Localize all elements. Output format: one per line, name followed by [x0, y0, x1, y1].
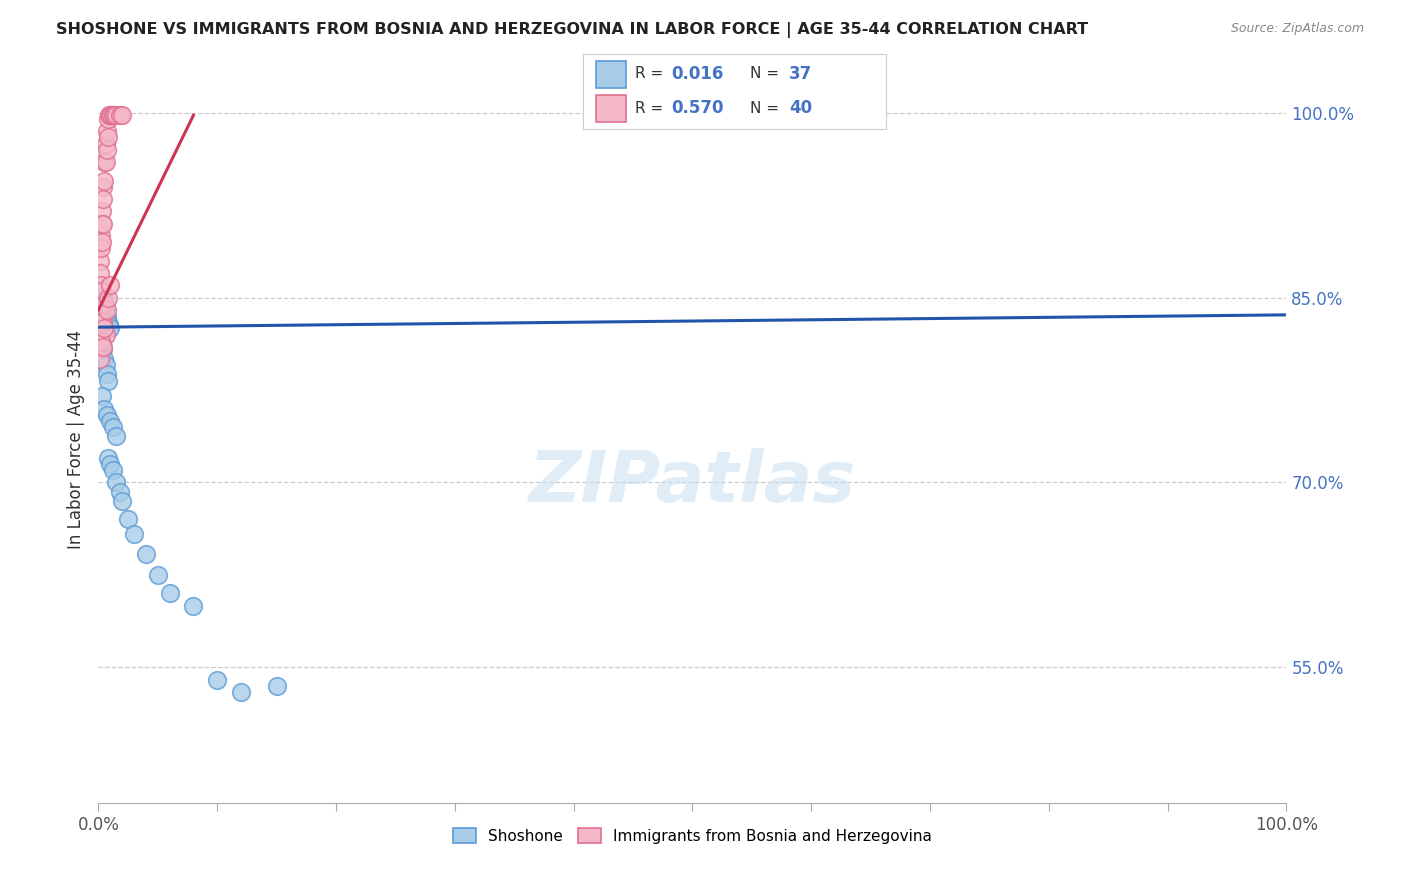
Text: R =: R = [636, 101, 668, 116]
Text: N =: N = [749, 67, 783, 81]
Point [94, 359, 117, 373]
Point [97, 450, 120, 465]
Point [105, 475, 128, 490]
Point [97, 375, 120, 389]
Text: N =: N = [749, 101, 783, 116]
Text: 40: 40 [789, 99, 813, 117]
Point [91, 315, 114, 329]
Point [91, 291, 114, 305]
Point [94, 301, 117, 315]
Point [89, 352, 111, 367]
Point [159, 586, 181, 600]
Point [94, 155, 117, 169]
Point [98, 414, 121, 428]
Point [91, 217, 114, 231]
Point [101, 108, 124, 122]
Point [96, 124, 118, 138]
Point [108, 485, 131, 500]
Point [93, 293, 115, 307]
Point [91, 315, 114, 329]
Point [96, 367, 118, 381]
Bar [596, 95, 626, 122]
Point [100, 108, 122, 122]
Point [91, 192, 114, 206]
Point [93, 352, 115, 367]
Point [91, 337, 114, 351]
Point [183, 599, 205, 613]
Text: Source: ZipAtlas.com: Source: ZipAtlas.com [1230, 22, 1364, 36]
Point [266, 679, 288, 693]
Point [91, 343, 114, 357]
Point [91, 305, 114, 319]
Point [93, 155, 115, 169]
Point [105, 428, 128, 442]
Text: 0.016: 0.016 [671, 65, 724, 83]
Point [90, 334, 112, 348]
Point [94, 136, 117, 151]
Text: ZIPatlas: ZIPatlas [529, 449, 856, 517]
Point [96, 302, 118, 317]
Point [98, 278, 121, 293]
Point [122, 527, 145, 541]
Text: SHOSHONE VS IMMIGRANTS FROM BOSNIA AND HERZEGOVINA IN LABOR FORCE | AGE 35-44 CO: SHOSHONE VS IMMIGRANTS FROM BOSNIA AND H… [56, 22, 1088, 38]
Point [90, 229, 112, 244]
Point [91, 217, 114, 231]
Point [97, 112, 120, 126]
Point [94, 327, 117, 342]
Point [96, 309, 118, 323]
Point [91, 389, 114, 403]
Point [91, 285, 114, 299]
Point [103, 108, 125, 122]
Point [93, 321, 115, 335]
Bar [596, 62, 626, 87]
Y-axis label: In Labor Force | Age 35-44: In Labor Force | Age 35-44 [66, 330, 84, 549]
Point [90, 241, 112, 255]
Point [98, 318, 121, 332]
Point [105, 108, 128, 122]
Point [97, 315, 120, 329]
Text: 0.570: 0.570 [671, 99, 724, 117]
Point [98, 108, 121, 122]
Point [91, 235, 114, 249]
Point [97, 291, 120, 305]
Point [91, 340, 114, 354]
Point [207, 673, 229, 687]
Point [101, 420, 124, 434]
Point [90, 297, 112, 311]
Point [91, 179, 114, 194]
Point [90, 334, 112, 348]
Point [89, 253, 111, 268]
Point [111, 108, 134, 122]
Point [90, 302, 112, 317]
Point [89, 266, 111, 280]
Text: R =: R = [636, 67, 668, 81]
Point [108, 108, 131, 122]
Point [97, 130, 120, 145]
Point [98, 457, 121, 471]
Point [90, 278, 112, 293]
Point [135, 547, 157, 561]
Point [229, 685, 252, 699]
Point [101, 463, 124, 477]
Point [146, 567, 169, 582]
Point [96, 408, 118, 422]
Point [111, 494, 134, 508]
Point [91, 204, 114, 219]
Point [98, 321, 121, 335]
Text: 37: 37 [789, 65, 813, 83]
Point [117, 512, 139, 526]
Point [93, 173, 115, 187]
Point [98, 108, 121, 122]
Point [93, 297, 115, 311]
Point [93, 401, 115, 416]
Point [96, 143, 118, 157]
Legend: Shoshone, Immigrants from Bosnia and Herzegovina: Shoshone, Immigrants from Bosnia and Her… [447, 822, 938, 850]
